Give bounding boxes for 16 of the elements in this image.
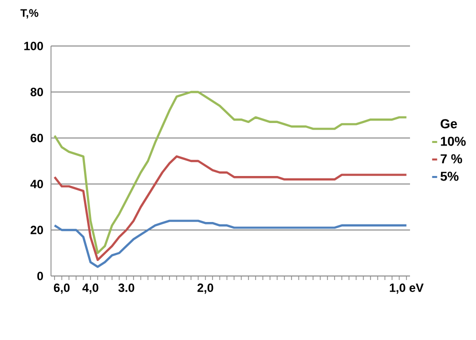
y-tick-label: 80 [30,88,43,96]
legend-label: 5% [440,172,459,181]
y-tick-label: 20 [30,226,43,234]
x-tick-label: 6,0 [54,284,70,294]
y-tick-label: 0 [37,272,43,280]
y-tick-label: 40 [30,180,43,188]
y-tick-label: 100 [24,42,43,50]
x-tick-label: 3.0 [118,284,134,292]
x-tick-label: 1,0 eV [390,284,424,294]
legend-title: Ge [440,119,457,128]
x-tick-label: 2,0 [197,284,214,294]
x-tick-label: 4,0 [82,284,98,294]
legend-label: 7 % [440,154,462,164]
y-axis-title: T,% [20,9,38,18]
y-tick-label: 60 [30,134,43,142]
legend-label: 10% [440,136,466,146]
